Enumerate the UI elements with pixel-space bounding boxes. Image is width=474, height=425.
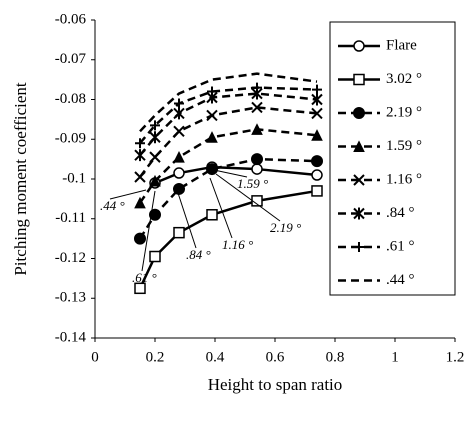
- annotation: .44 °: [100, 198, 125, 213]
- x-tick-label: 1: [391, 349, 399, 365]
- y-tick-label: -0.1: [62, 170, 86, 186]
- point: [354, 242, 364, 252]
- x-tick-label: 0.2: [146, 349, 165, 365]
- annotation-arrow: [109, 189, 147, 200]
- legend-label: .61 °: [386, 238, 415, 254]
- series-line: [139, 72, 318, 133]
- point: [135, 138, 145, 149]
- point: [134, 282, 146, 295]
- annotation: 2.19 °: [270, 220, 301, 235]
- y-tick-label: -0.06: [55, 11, 87, 27]
- point: [311, 129, 323, 141]
- point: [134, 196, 146, 209]
- point: [149, 174, 161, 187]
- legend-label: 1.16 °: [386, 171, 422, 187]
- point: [312, 84, 322, 95]
- point: [311, 185, 323, 197]
- x-tick-label: 0: [91, 349, 99, 365]
- x-tick-label: 0.4: [206, 349, 225, 365]
- x-tick-label: 1.2: [446, 349, 465, 365]
- point: [174, 98, 184, 109]
- point: [173, 125, 185, 138]
- y-tick-label: -0.12: [55, 250, 86, 266]
- annotation: 1.16 °: [222, 237, 253, 252]
- point: [134, 149, 146, 162]
- annotation-arrow: [215, 173, 281, 222]
- point: [206, 131, 218, 143]
- point: [149, 208, 161, 221]
- x-axis-label: Height to span ratio: [208, 375, 343, 394]
- point: [311, 155, 323, 168]
- legend-box: [329, 21, 456, 296]
- point: [353, 174, 365, 186]
- point: [173, 167, 185, 179]
- point: [251, 163, 263, 175]
- y-tick-label: -0.11: [55, 210, 86, 226]
- point: [173, 151, 185, 163]
- x-tick-label: 0.8: [326, 349, 345, 365]
- y-tick-label: -0.09: [55, 131, 86, 147]
- point: [149, 151, 161, 163]
- point: [311, 93, 323, 106]
- point: [207, 86, 217, 97]
- point: [173, 226, 185, 239]
- point: [251, 123, 263, 135]
- point: [149, 250, 161, 263]
- point: [353, 207, 365, 220]
- point: [353, 140, 365, 152]
- point: [206, 109, 218, 122]
- legend-label: 2.19 °: [386, 104, 422, 120]
- y-tick-label: -0.07: [55, 51, 87, 67]
- point: [134, 171, 146, 183]
- annotation: .84 °: [186, 247, 211, 262]
- point: [206, 209, 218, 221]
- point: [150, 120, 160, 131]
- point: [251, 153, 263, 166]
- annotation-arrow: [177, 192, 197, 249]
- series-line: [139, 86, 318, 145]
- point: [149, 131, 161, 144]
- x-tick-label: 0.6: [266, 349, 285, 365]
- legend-label: 3.02 °: [386, 71, 422, 87]
- point: [173, 182, 185, 195]
- y-tick-label: -0.08: [55, 91, 86, 107]
- point: [206, 163, 218, 176]
- y-tick-label: -0.14: [55, 329, 87, 345]
- point: [252, 82, 262, 93]
- series-line: [138, 128, 318, 204]
- legend-label: 1.59 °: [386, 138, 422, 154]
- point: [353, 107, 365, 119]
- annotation: 1.59 °: [237, 176, 268, 191]
- point: [353, 73, 365, 86]
- point: [353, 40, 365, 52]
- point: [251, 101, 263, 114]
- legend-label: .84 °: [386, 205, 415, 221]
- y-axis-label: Pitching moment coefficient: [11, 82, 30, 276]
- series-line: [138, 157, 318, 240]
- annotation: .61 °: [132, 270, 157, 285]
- point: [134, 232, 146, 245]
- point: [173, 107, 185, 120]
- point: [311, 107, 323, 120]
- y-tick-label: -0.13: [55, 290, 86, 306]
- legend-label: .44 °: [386, 272, 415, 288]
- point: [311, 169, 323, 181]
- legend-label: Flare: [386, 37, 417, 53]
- annotation-arrow: [209, 177, 233, 239]
- annotation-arrow: [141, 190, 156, 272]
- annotation-arrow: [213, 169, 248, 178]
